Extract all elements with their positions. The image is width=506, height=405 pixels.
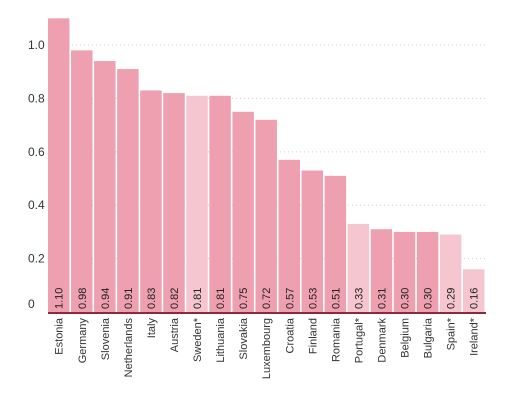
bar: [393, 231, 416, 312]
bar-value-label: 0.16: [469, 288, 481, 309]
bar: [439, 234, 462, 312]
bar-value-label: 0.29: [446, 288, 458, 309]
bars: 1.10 0.98 0.94 0.91 0.83 0.82 0.81 0.81 0.75 0.72…: [48, 18, 485, 313]
bar: [163, 93, 185, 312]
bar: [324, 175, 347, 312]
bar-value-label: 0.31: [376, 288, 388, 309]
bar: [278, 159, 300, 312]
category-label: Spain*: [446, 317, 458, 350]
category-label: Ireland*: [469, 317, 481, 356]
category-label: Denmark: [376, 318, 388, 363]
category-label: Portugal*: [353, 317, 365, 363]
bar: [71, 50, 93, 312]
bar-value-label: 0.98: [77, 288, 89, 309]
bar-value-label: 0.30: [423, 288, 435, 309]
bar-value-label: 0.33: [353, 288, 365, 309]
bar-value-label: 0.53: [307, 288, 319, 309]
bar-value-label: 0.83: [146, 288, 158, 309]
bar-value-label: 0.82: [169, 288, 181, 309]
bar-value-label: 0.51: [330, 288, 342, 309]
bar: [370, 229, 393, 312]
y-tick-label: 1.0: [28, 38, 45, 52]
category-label: Slovenia: [100, 317, 112, 360]
y-axis-ticks: 0 0.2 0.4 0.6 0.8 1.0: [28, 38, 45, 311]
category-label: Lithuania: [215, 317, 227, 363]
y-tick-label: 0.8: [28, 91, 45, 105]
bar: [140, 90, 162, 312]
category-label: Bulgaria: [423, 317, 435, 358]
category-label: Croatia: [284, 317, 296, 353]
y-tick-label: 0: [28, 297, 35, 311]
y-tick-label: 0.6: [28, 145, 45, 159]
category-label: Sweden*: [192, 317, 204, 362]
bar: [255, 119, 277, 313]
category-label: Estonia: [54, 317, 66, 355]
bar: [94, 61, 116, 312]
category-label: Finland: [307, 318, 319, 354]
bar: [347, 223, 370, 312]
bar: [462, 269, 485, 312]
bar-value-label: 0.91: [123, 288, 135, 309]
bar-value-label: 0.81: [192, 288, 204, 309]
bar-value-label: 0.30: [400, 288, 412, 309]
x-axis-categories: Estonia Germany Slovenia Netherlands Italy Au…: [54, 317, 481, 379]
category-label: Slovakia: [238, 317, 250, 359]
bar-value-label: 0.75: [238, 288, 250, 309]
category-label: Germany: [77, 318, 89, 364]
y-tick-label: 0.2: [28, 252, 45, 266]
y-tick-label: 0.4: [28, 198, 45, 212]
category-label: Romania: [330, 317, 342, 362]
bar: [186, 95, 208, 312]
category-label: Netherlands: [123, 318, 135, 378]
category-label: Italy: [146, 318, 158, 339]
category-label: Luxembourg: [261, 318, 273, 379]
bar: [232, 111, 254, 312]
bar: [209, 95, 231, 312]
bar: [416, 231, 439, 312]
bar-value-label: 0.72: [261, 288, 273, 309]
category-label: Austria: [169, 317, 181, 352]
bar: [301, 170, 324, 312]
bar-value-label: 1.10: [54, 288, 66, 309]
bar-value-label: 0.94: [100, 288, 112, 309]
bar: [48, 18, 70, 312]
bar-value-label: 0.81: [215, 288, 227, 309]
bar-value-label: 0.57: [284, 288, 296, 309]
category-label: Belgium: [400, 318, 412, 358]
bar: [117, 69, 139, 312]
